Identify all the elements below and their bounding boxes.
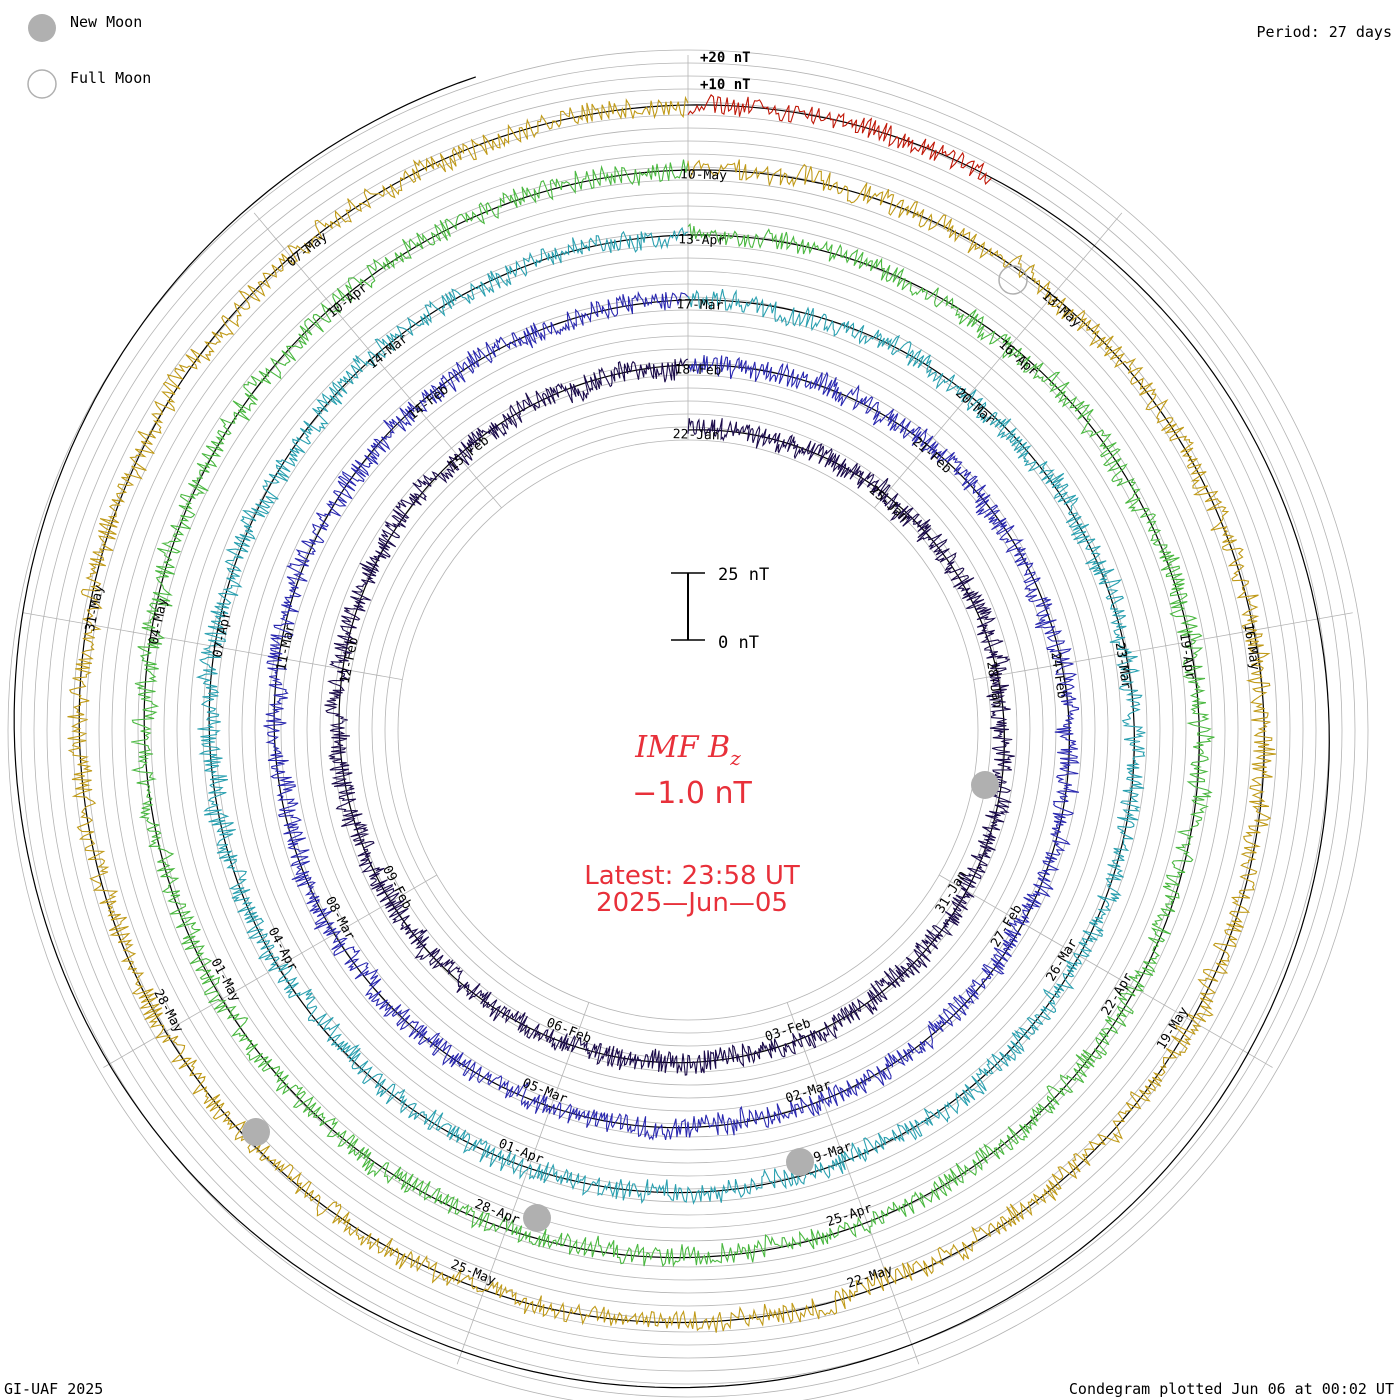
imf-title-main: IMF B xyxy=(634,730,730,765)
date-label: 14-Feb xyxy=(406,382,452,423)
grid-spoke-5 xyxy=(456,1002,590,1365)
grid-spoke-4 xyxy=(786,1002,920,1365)
grid-spoke-3 xyxy=(938,874,1273,1068)
imf-trace-2025-05-10 xyxy=(67,95,1277,1333)
date-label: 19-May xyxy=(1154,1004,1191,1052)
scale-bar xyxy=(671,572,705,641)
imf-trace-2025-04-13 xyxy=(130,159,1215,1268)
scale-bar-bottom-label: 0 nT xyxy=(718,633,759,653)
date-label: 25-Jan xyxy=(866,483,911,525)
imf-title-subscript: z xyxy=(729,746,741,770)
imf-trace-2025-06-06 xyxy=(687,94,992,185)
date-label: 22-Jan xyxy=(673,427,720,443)
date-label: 23-Mar xyxy=(1112,641,1134,690)
scale-label-10: +10 nT xyxy=(700,77,751,93)
grid-ring-30 xyxy=(7,49,1369,1400)
full-moon-icon xyxy=(27,69,57,99)
date-label: 13-May xyxy=(1039,288,1084,331)
date-label: 26-Mar xyxy=(1044,936,1081,984)
new-moon-marker-icon xyxy=(242,1118,270,1146)
grid-spoke-1 xyxy=(874,212,1123,509)
full-moon-label: Full Moon xyxy=(70,69,151,87)
footer-credit: GI-UAF 2025 xyxy=(4,1380,103,1398)
chart-traces xyxy=(67,94,1277,1333)
date-label: 13-Apr xyxy=(678,232,726,248)
new-moon-icon xyxy=(28,14,56,42)
date-label: 25-May xyxy=(448,1257,497,1288)
footer-plot-time: Condegram plotted Jun 06 at 00:02 UT xyxy=(1069,1380,1394,1398)
date-label: 22-May xyxy=(845,1263,894,1292)
date-label: 07-Apr xyxy=(210,610,234,659)
scale-bar-top-label: 25 nT xyxy=(718,565,769,585)
date-label: 21-Feb xyxy=(909,434,954,477)
date-label: 18-Feb xyxy=(674,362,722,378)
chart-grid xyxy=(7,49,1369,1400)
imf-current-value: −1.0 nT xyxy=(632,776,752,811)
date-label: 15-Feb xyxy=(446,433,492,474)
date-label: 17-Mar xyxy=(676,297,724,313)
date-label: 16-Apr xyxy=(995,337,1040,380)
new-moon-marker-icon xyxy=(786,1148,814,1176)
full-moon-marker-icon xyxy=(998,265,1028,295)
date-label: 24-Feb xyxy=(1047,651,1069,700)
imf-trace-2025-03-17 xyxy=(195,226,1146,1205)
date-label: 03-Feb xyxy=(763,1016,812,1045)
imf-trace-2025-02-18 xyxy=(263,290,1080,1141)
date-label: 06-Feb xyxy=(544,1016,593,1047)
new-moon-label: New Moon xyxy=(70,13,142,31)
date-label: 28-Jan xyxy=(983,660,1005,709)
date-label: 07-May xyxy=(284,229,330,270)
date-label: 25-Apr xyxy=(825,1201,874,1230)
date-label: 12-Feb xyxy=(338,636,362,685)
imf-trace-2025-01-22 xyxy=(324,357,1015,1076)
latest-date: 2025—Jun—05 xyxy=(596,888,788,918)
imf-title: IMF Bz xyxy=(634,730,741,770)
period-label: Period: 27 days xyxy=(1257,23,1392,41)
new-moon-marker-icon xyxy=(523,1204,551,1232)
moon-markers xyxy=(242,265,1028,1232)
date-label: 19-Apr xyxy=(1176,632,1198,681)
grid-spoke-2 xyxy=(973,612,1353,681)
new-moon-marker-icon xyxy=(971,771,999,799)
date-label: 10-May xyxy=(680,167,728,183)
date-label: 16-May xyxy=(1240,623,1262,672)
date-label: 31-May xyxy=(83,584,107,633)
date-label: 11-Mar xyxy=(274,623,298,672)
scale-label-20: +20 nT xyxy=(700,50,751,66)
latest-time: Latest: 23:58 UT xyxy=(584,861,800,891)
grid-spoke-8 xyxy=(253,212,502,509)
